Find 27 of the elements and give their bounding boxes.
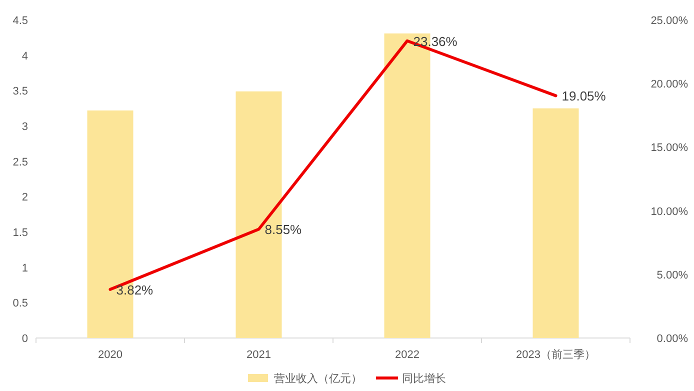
y-tick-label: 1: [22, 262, 28, 274]
data-label: 23.36%: [413, 34, 458, 49]
y-tick-label: 4: [22, 50, 28, 62]
data-label: 19.05%: [562, 88, 606, 104]
x-tick-label: 2023（前三季）: [516, 348, 596, 361]
y2-tick-label: 25.00%: [650, 15, 688, 27]
y-tick-label: 4.5: [12, 15, 28, 27]
y-tick-label: 3.5: [12, 86, 28, 98]
x-tick-label: 2022: [395, 349, 420, 361]
y-tick-label: 0: [22, 333, 28, 345]
y-tick-label: 0.5: [12, 298, 28, 310]
data-label: 3.82%: [116, 282, 154, 298]
x-tick-label: 2020: [98, 349, 122, 361]
bar: [532, 108, 579, 338]
legend-label: 同比增长: [402, 372, 446, 385]
y-tick-label: 3: [22, 121, 28, 133]
data-label: 8.55%: [264, 222, 302, 238]
y2-tick-label: 5.00%: [656, 269, 688, 282]
y-tick-label: 2.5: [12, 156, 28, 168]
x-tick-label: 2021: [246, 349, 271, 361]
y2-tick-label: 15.00%: [650, 142, 688, 154]
y-tick-label: 2: [22, 192, 28, 204]
y2-tick-label: 20.00%: [650, 78, 688, 91]
y-tick-label: 1.5: [12, 227, 28, 239]
y2-tick-label: 0.00%: [656, 333, 688, 345]
y2-tick-label: 10.00%: [650, 206, 688, 218]
legend-label: 营业收入（亿元）: [274, 372, 362, 385]
